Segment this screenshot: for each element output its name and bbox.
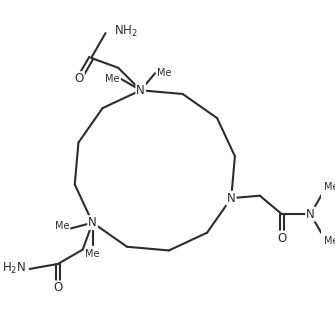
Text: Me: Me xyxy=(157,68,171,78)
Text: N: N xyxy=(227,192,236,205)
Text: O: O xyxy=(75,72,84,85)
Text: N: N xyxy=(136,84,145,97)
Text: NH$_2$: NH$_2$ xyxy=(114,24,137,39)
Text: O: O xyxy=(53,281,63,294)
Text: Me: Me xyxy=(324,182,335,192)
Text: O: O xyxy=(277,232,286,245)
Text: Me: Me xyxy=(85,249,100,259)
Text: Me: Me xyxy=(324,236,335,246)
Text: Me: Me xyxy=(105,74,120,84)
Text: N: N xyxy=(88,216,97,229)
Text: Me: Me xyxy=(55,221,69,231)
Text: N: N xyxy=(306,208,315,221)
Text: H$_2$N: H$_2$N xyxy=(2,261,26,277)
